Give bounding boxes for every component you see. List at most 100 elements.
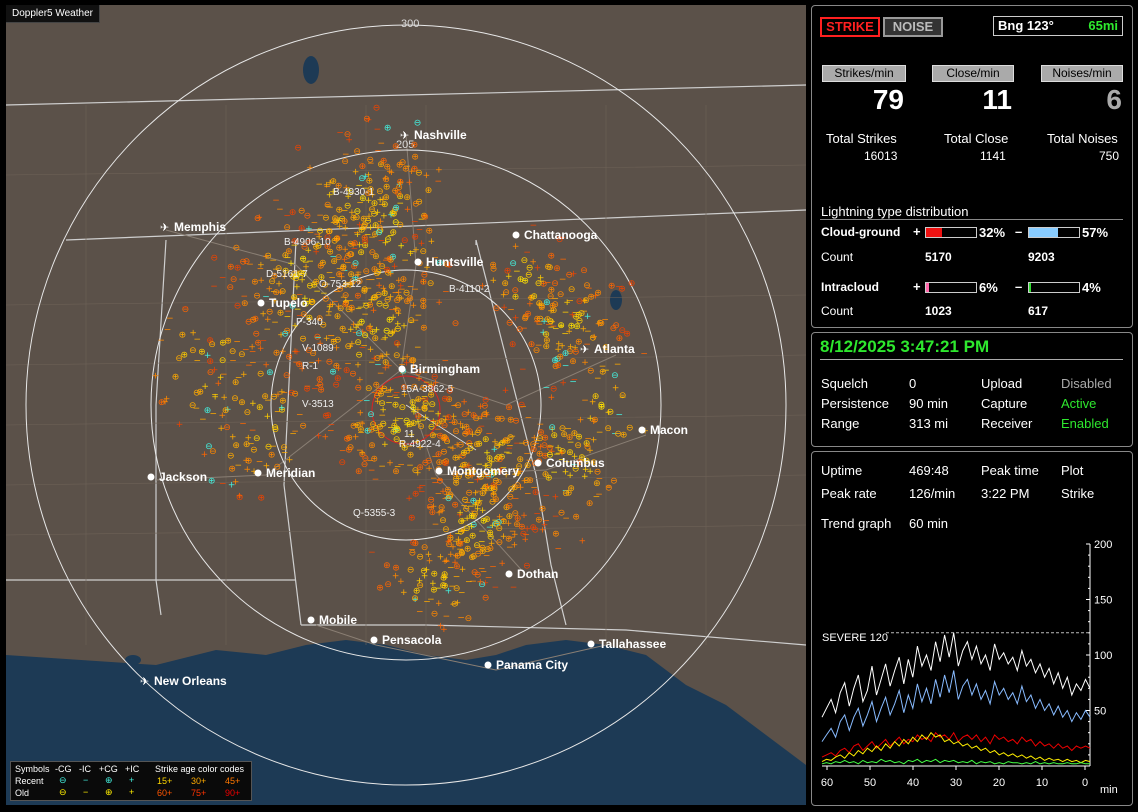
svg-text:+: + [161,397,169,407]
svg-text:−: − [431,479,439,489]
svg-text:⊖: ⊖ [439,516,447,526]
storm-cell-label[interactable]: P-340 [296,317,323,328]
cg-positive-bar [925,227,977,238]
noise-indicator-button[interactable]: NOISE [883,17,943,37]
svg-text:⊕: ⊕ [386,315,394,325]
svg-text:⊕: ⊕ [392,467,400,477]
range-value: 313 mi [909,416,949,431]
noises-per-min-button[interactable]: Noises/min [1041,65,1123,82]
svg-text:⊖: ⊖ [496,455,504,465]
svg-text:⊖: ⊖ [346,250,354,260]
svg-text:+: + [443,556,451,566]
svg-text:−: − [509,432,517,442]
svg-text:⊖: ⊖ [324,233,332,243]
svg-text:−: − [365,284,373,294]
svg-text:+: + [405,494,413,504]
svg-text:⊖: ⊖ [279,287,287,297]
svg-text:+: + [439,487,447,497]
storm-cell-label[interactable]: D-5161-7 [266,269,308,280]
svg-text:⊖: ⊖ [415,169,423,179]
svg-text:⊕: ⊕ [420,302,428,312]
city-label: Birmingham [410,362,480,376]
svg-text:⊖: ⊖ [306,281,314,291]
strike-indicator-button[interactable]: STRIKE [820,17,880,37]
svg-text:⊖: ⊖ [407,566,415,576]
svg-text:−: − [553,450,561,460]
svg-text:−: − [377,369,385,379]
svg-text:+: + [455,453,463,463]
plot-value[interactable]: Strike [1061,486,1095,501]
storm-cell-label[interactable]: Q-5355-3 [353,508,396,519]
svg-text:⊕: ⊕ [549,302,557,312]
svg-text:+: + [407,249,415,259]
svg-text:⊕: ⊕ [326,247,334,257]
svg-text:+: + [305,225,313,235]
svg-text:−: − [478,422,486,432]
storm-cell-label[interactable]: B-4110-2 [449,284,490,295]
svg-text:−: − [524,489,532,499]
svg-text:⊖: ⊖ [397,220,405,230]
svg-text:+: + [323,180,331,190]
storm-cell-label[interactable]: 15A-3862-5 [401,384,454,395]
svg-text:+: + [211,366,219,376]
svg-text:+: + [358,420,366,430]
svg-text:⊕: ⊕ [234,264,242,274]
strikes-per-min-button[interactable]: Strikes/min [822,65,906,82]
svg-text:+: + [446,536,454,546]
svg-text:+: + [549,425,557,435]
lightning-map[interactable]: 300 205 + ⊕ − ⊕ ⊕ ⊕ ⊖ ⊕ + − + + + ⊖ ⊖ − ⊕ ⊖ − − + ⊕ ⊕ ⊖ ⊖ + − + ⊕ + ⊖ +… [6,5,806,805]
svg-text:+: + [554,443,562,453]
neg-cg-symbol-icon: ⊖ [59,787,67,797]
svg-text:−: − [397,199,405,209]
svg-text:+: + [445,537,453,547]
storm-cell-label[interactable]: R-1 [302,361,319,372]
svg-text:⊖: ⊖ [387,330,395,340]
svg-text:⊖: ⊖ [320,321,328,331]
storm-cell-label[interactable]: R-4922-4 [399,439,441,450]
storm-cell-label[interactable]: B-4906-10 [284,237,331,248]
svg-text:⊖: ⊖ [522,439,530,449]
svg-text:+: + [394,320,402,330]
svg-text:+: + [425,464,433,474]
svg-text:⊕: ⊕ [469,532,477,542]
city-columbus: Columbus [534,456,605,470]
svg-text:+: + [403,359,411,369]
storm-cell-label[interactable]: V-3513 [302,399,334,410]
close-per-min-button[interactable]: Close/min [932,65,1014,82]
storm-cell-label[interactable]: O-753-12 [319,279,362,290]
trend-graph-value[interactable]: 60 min [909,516,949,531]
svg-text:+: + [382,238,390,248]
system-status-panel: 8/12/2025 3:47:21 PM Squelch 0 Upload Di… [811,332,1133,447]
svg-text:⊕: ⊕ [198,347,206,357]
storm-cell-label[interactable]: 11 [404,429,415,440]
svg-text:⊖: ⊖ [578,309,586,319]
svg-text:⊕: ⊕ [254,338,262,348]
svg-text:+: + [326,179,334,189]
svg-text:⊖: ⊖ [459,461,467,471]
svg-text:−: − [341,207,349,217]
svg-text:−: − [619,393,627,403]
storm-cell-label[interactable]: V-1089 [302,343,334,354]
svg-text:−: − [292,358,300,368]
legend-old-label: Old [15,788,30,798]
svg-text:⊖: ⊖ [395,183,403,193]
storm-cell-label[interactable]: B-4930-1 [333,187,375,198]
map-canvas[interactable]: 300 205 + ⊕−⊕⊕⊕⊖⊕+−+++⊖⊖−⊕⊖−−+⊕⊕⊖⊖+−+⊕+⊖+… [6,5,806,805]
svg-text:+: + [581,297,589,307]
svg-text:⊖: ⊖ [551,279,559,289]
svg-text:⊕: ⊕ [568,322,576,332]
svg-text:⊕: ⊕ [386,255,394,265]
svg-text:⊖: ⊖ [301,243,309,253]
svg-text:+: + [264,412,272,422]
svg-text:+: + [389,313,397,323]
svg-text:⊖: ⊖ [421,543,429,553]
svg-text:+: + [367,345,375,355]
svg-text:−: − [327,427,335,437]
svg-text:⊖: ⊖ [394,325,402,335]
city-dot-icon [435,467,443,475]
svg-text:⊕: ⊕ [345,434,353,444]
svg-text:−: − [419,395,427,405]
svg-text:⊖: ⊖ [481,410,489,420]
svg-text:⊕: ⊕ [376,583,384,593]
svg-text:⊕: ⊕ [397,177,405,187]
